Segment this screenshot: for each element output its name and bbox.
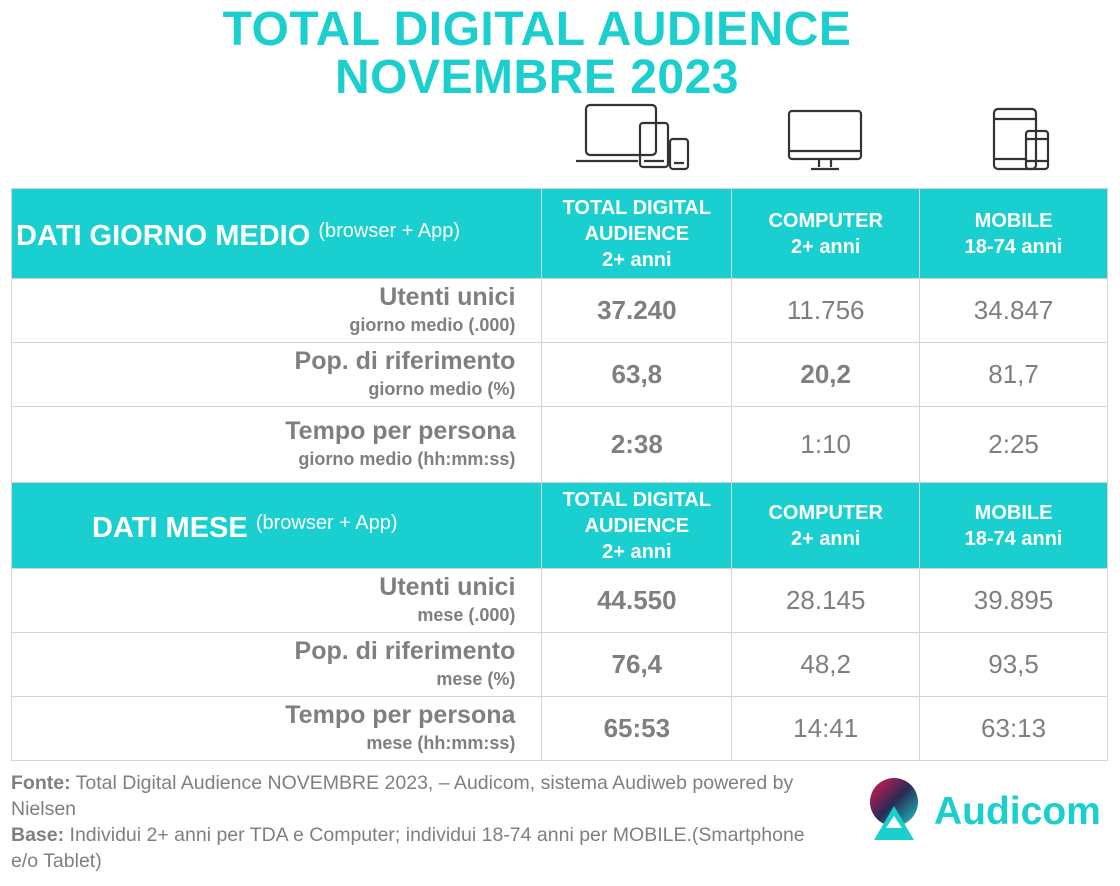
header-tda: TOTAL DIGITAL AUDIENCE 2+ anni	[541, 482, 733, 569]
header-mobile: MOBILE 18-74 anni	[919, 188, 1108, 279]
mobile-icon	[992, 107, 1050, 171]
header-computer: COMPUTER 2+ anni	[731, 188, 921, 279]
audicom-logo-icon	[870, 778, 918, 840]
table-row: Utenti unici giorno medio (.000) 37.240 1…	[10, 278, 1108, 343]
footer-note: Fonte: Total Digital Audience NOVEMBRE 2…	[11, 772, 805, 872]
table-row: Utenti unici mese (.000) 44.550 28.145 39…	[10, 568, 1108, 633]
section-title-month: DATI MESE (browser + App)	[10, 482, 543, 569]
devices-icon	[576, 103, 690, 171]
table-row: Tempo per persona giorno medio (hh:mm:ss)…	[10, 406, 1108, 483]
table-row: Pop. di riferimento mese (%) 76,4 48,2 93…	[10, 632, 1108, 697]
section-title-day: DATI GIORNO MEDIO (browser + App)	[10, 188, 543, 279]
audience-table: DATI GIORNO MEDIO (browser + App) TOTAL …	[10, 188, 1108, 761]
audicom-logo-text: Audicom	[934, 790, 1101, 833]
computer-icon	[787, 109, 863, 171]
table-row: Tempo per persona mese (hh:mm:ss) 65:53 1…	[10, 696, 1108, 761]
table-row: Pop. di riferimento giorno medio (%) 63,8…	[10, 342, 1108, 407]
header-computer: COMPUTER 2+ anni	[731, 482, 921, 569]
title-line-2: NOVEMBRE 2023	[335, 51, 739, 104]
section-header-day: DATI GIORNO MEDIO (browser + App) TOTAL …	[10, 188, 1108, 279]
section-header-month: DATI MESE (browser + App) TOTAL DIGITAL A…	[10, 482, 1108, 569]
header-mobile: MOBILE 18-74 anni	[919, 482, 1108, 569]
header-tda: TOTAL DIGITAL AUDIENCE 2+ anni	[541, 188, 733, 279]
title-line-1: TOTAL DIGITAL AUDIENCE	[222, 3, 852, 56]
